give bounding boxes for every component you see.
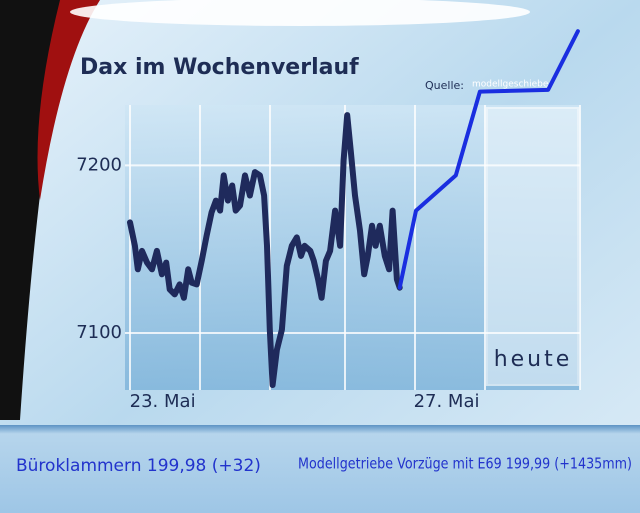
page-curl [37, 0, 100, 200]
series-line [127, 112, 403, 388]
ticker-band [0, 425, 640, 513]
ticker-left: Büroklammern 199,98 (+32) [16, 456, 261, 476]
ticker-right: Modellgetriebe Vorzüge mit E69 199,99 (+… [298, 455, 632, 473]
source: modellgeschiebe [472, 80, 549, 90]
x-tick-label: 27. Mai [414, 391, 480, 412]
y-tick-label: 7100 [76, 322, 122, 343]
x-tick-label: 23. Mai [130, 391, 196, 412]
y-tick-label: 7200 [76, 154, 122, 175]
today-box [486, 107, 579, 386]
today-label: heute [494, 347, 573, 372]
chart-title: Dax im Wochenverlauf [80, 55, 359, 80]
series-line [397, 29, 580, 290]
swoosh [70, 0, 530, 26]
page-curl-shadow [0, 0, 75, 420]
source-label: Quelle: [425, 79, 464, 92]
vertical-grid [129, 105, 581, 390]
